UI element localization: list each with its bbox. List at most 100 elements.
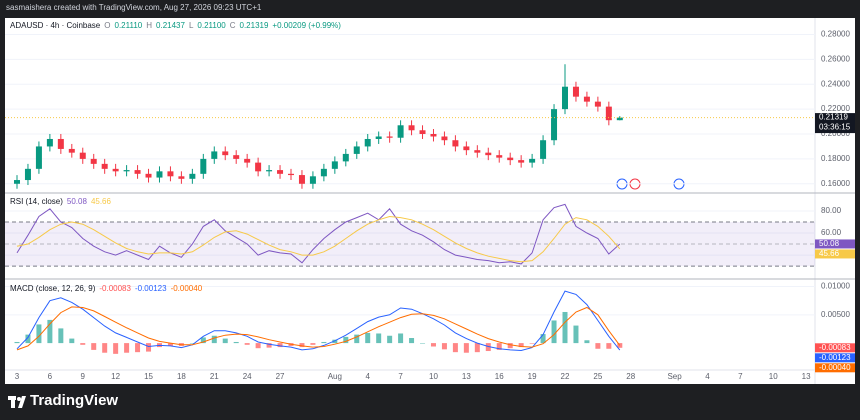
candle-body	[583, 96, 590, 102]
x-tick-label: 16	[495, 372, 504, 381]
x-tick-label: 27	[276, 372, 285, 381]
price-marker-label: -0.00123	[819, 353, 851, 362]
price-marker	[815, 363, 855, 373]
candle-body	[134, 170, 141, 174]
price-marker	[815, 113, 855, 134]
price-marker-label: 0.21319	[819, 113, 848, 122]
histogram-bar	[277, 343, 283, 348]
candle-body	[255, 162, 262, 172]
candle-body	[507, 157, 514, 161]
y-tick-label: 0.16000	[821, 179, 850, 188]
histogram-bar	[321, 341, 327, 344]
indicator-title: MACD (close, 12, 26, 9)	[10, 284, 96, 293]
candle-body	[79, 152, 86, 159]
rsi-line	[16, 203, 621, 265]
candle-body	[167, 171, 174, 177]
histogram-bar	[266, 343, 272, 348]
logo-part	[18, 396, 26, 408]
y-tick-label: 0.18000	[821, 154, 850, 163]
price-marker-label: 45.66	[819, 249, 840, 258]
candle-body	[298, 175, 305, 184]
main-legend: ADAUSD · 4h · Coinbase O 0.21110 H 0.21437 L…	[10, 21, 341, 30]
candle-body	[419, 130, 426, 134]
price-marker-label: -0.00040	[819, 363, 851, 372]
candle-body	[57, 138, 64, 149]
histogram-bar	[606, 343, 612, 349]
histogram-bar	[113, 343, 119, 354]
histogram-bar	[529, 343, 535, 344]
y-tick-label: 0.00500	[821, 310, 850, 319]
histogram-bar	[91, 343, 97, 350]
x-tick-label: 7	[398, 372, 403, 381]
candle-body	[101, 163, 108, 169]
candle-body	[46, 138, 53, 147]
x-tick-label: 6	[48, 372, 53, 381]
candle-body	[496, 155, 503, 158]
candle-body	[277, 170, 284, 174]
indicator-title: RSI (14, close)	[10, 197, 63, 206]
rsi-line	[16, 215, 621, 263]
histogram-bar	[365, 332, 371, 344]
histogram-bar	[332, 339, 338, 344]
candle-body	[529, 158, 536, 163]
candle-body	[112, 168, 119, 172]
histogram-bar	[343, 336, 349, 344]
candle-body	[408, 125, 415, 131]
candle-body	[616, 117, 623, 121]
price-marker	[815, 353, 855, 363]
rsi-legend: RSI (14, close) 50.08 45.66	[10, 197, 111, 206]
price-marker	[815, 343, 855, 353]
x-tick-label: 28	[626, 372, 635, 381]
histogram-bar	[299, 343, 305, 348]
candle-body	[90, 158, 97, 164]
candle-body	[441, 136, 448, 141]
histogram-bar	[562, 311, 568, 344]
candle-body	[562, 86, 568, 110]
candle-body	[68, 148, 75, 153]
creator-line: sasmaishera created with TradingView.com…	[6, 3, 262, 12]
logo	[8, 396, 26, 408]
candle-body	[156, 171, 163, 178]
legend-value: 50.08	[66, 197, 87, 206]
y-tick-label: 0.22000	[821, 104, 850, 113]
histogram-bar	[25, 334, 31, 344]
histogram-bar	[584, 340, 590, 344]
legend-value: 0.21100	[197, 21, 226, 30]
y-tick-label: 80.00	[821, 206, 842, 215]
x-tick-label: 25	[593, 372, 602, 381]
y-tick-label: 60.00	[821, 228, 842, 237]
histogram-bar	[211, 335, 217, 344]
histogram-bar	[420, 343, 426, 344]
histogram-bar	[244, 343, 250, 345]
histogram-bar	[518, 343, 524, 348]
candle-body	[309, 176, 316, 184]
candle-body	[518, 160, 525, 163]
histogram-bar	[233, 341, 239, 344]
y-tick-label: 0.20000	[821, 129, 850, 138]
histogram-bar	[463, 343, 469, 353]
histogram-bar	[551, 320, 557, 344]
x-tick-label: 10	[429, 372, 438, 381]
candle-body	[430, 134, 437, 137]
price-marker-label: 50.08	[819, 239, 840, 248]
histogram-bar	[507, 343, 513, 349]
x-tick-label: 19	[528, 372, 537, 381]
countdown-label: 03:36:15	[819, 123, 851, 132]
legend-value: 0.21319	[239, 21, 269, 30]
histogram-bar	[167, 343, 173, 346]
macd-line	[16, 306, 621, 351]
candle-body	[24, 168, 31, 181]
histogram-bar	[222, 338, 228, 344]
candle-body	[364, 138, 371, 147]
candle-body	[375, 136, 382, 139]
histogram-bar	[102, 343, 108, 353]
candle-body	[551, 109, 558, 141]
histogram-bar	[496, 343, 502, 350]
candle-body	[211, 151, 218, 159]
legend-key: O	[104, 21, 111, 30]
symbol: ADAUSD · 4h · Coinbase	[10, 21, 101, 30]
histogram-bar	[540, 334, 546, 344]
x-tick-label: 13	[802, 372, 811, 381]
price-marker	[815, 239, 855, 249]
